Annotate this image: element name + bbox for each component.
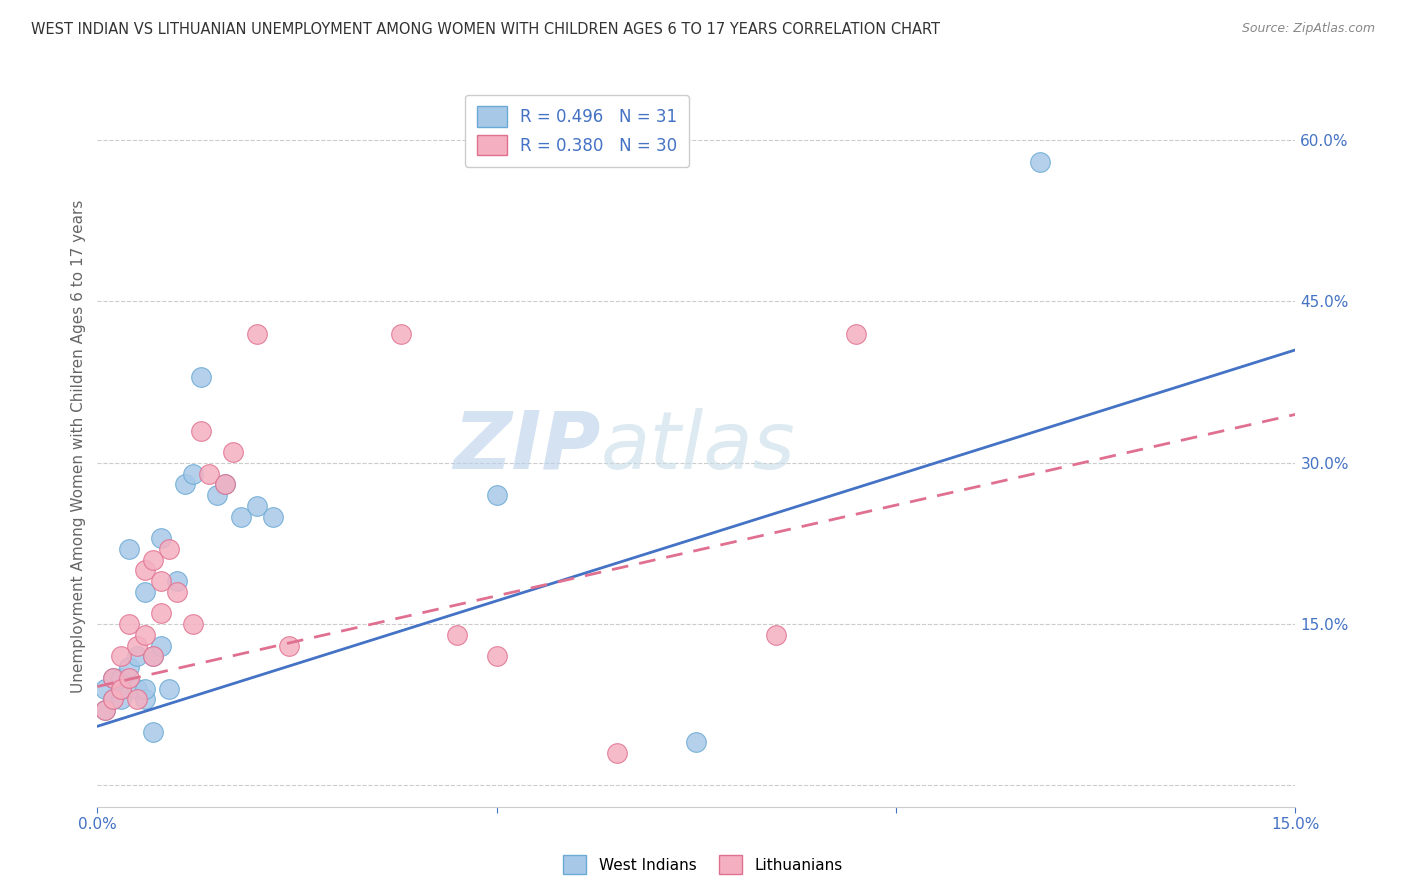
Legend: R = 0.496   N = 31, R = 0.380   N = 30: R = 0.496 N = 31, R = 0.380 N = 30 — [465, 95, 689, 167]
Point — [150, 607, 173, 621]
Point — [1029, 154, 1052, 169]
Point — [157, 541, 180, 556]
Point — [389, 326, 412, 341]
Text: atlas: atlas — [600, 408, 796, 485]
Point — [94, 703, 117, 717]
Point — [118, 671, 141, 685]
Text: Source: ZipAtlas.com: Source: ZipAtlas.com — [1241, 22, 1375, 36]
Point — [150, 531, 173, 545]
Point — [118, 541, 141, 556]
Point — [166, 574, 188, 588]
Point — [606, 746, 628, 760]
Point — [142, 552, 165, 566]
Point — [142, 649, 165, 664]
Point — [110, 692, 132, 706]
Point — [229, 509, 252, 524]
Point — [110, 649, 132, 664]
Point — [103, 671, 125, 685]
Point — [190, 369, 212, 384]
Text: WEST INDIAN VS LITHUANIAN UNEMPLOYMENT AMONG WOMEN WITH CHILDREN AGES 6 TO 17 YE: WEST INDIAN VS LITHUANIAN UNEMPLOYMENT A… — [31, 22, 941, 37]
Point — [134, 585, 156, 599]
Point — [94, 703, 117, 717]
Point — [110, 681, 132, 696]
Point — [198, 467, 221, 481]
Point — [127, 649, 149, 664]
Point — [103, 692, 125, 706]
Point — [110, 671, 132, 685]
Legend: West Indians, Lithuanians: West Indians, Lithuanians — [557, 849, 849, 880]
Point — [134, 563, 156, 577]
Point — [214, 477, 236, 491]
Point — [150, 574, 173, 588]
Point — [150, 639, 173, 653]
Point — [446, 628, 468, 642]
Point — [118, 617, 141, 632]
Point — [166, 585, 188, 599]
Point — [214, 477, 236, 491]
Point — [118, 660, 141, 674]
Point — [222, 445, 245, 459]
Point — [246, 499, 269, 513]
Point — [181, 617, 204, 632]
Point — [174, 477, 197, 491]
Point — [142, 724, 165, 739]
Point — [485, 488, 508, 502]
Point — [127, 639, 149, 653]
Point — [181, 467, 204, 481]
Point — [134, 681, 156, 696]
Text: ZIP: ZIP — [453, 408, 600, 485]
Point — [134, 628, 156, 642]
Point — [685, 735, 707, 749]
Point — [94, 681, 117, 696]
Point — [127, 692, 149, 706]
Y-axis label: Unemployment Among Women with Children Ages 6 to 17 years: Unemployment Among Women with Children A… — [72, 200, 86, 693]
Point — [103, 671, 125, 685]
Point — [205, 488, 228, 502]
Point — [103, 692, 125, 706]
Point — [246, 326, 269, 341]
Point — [278, 639, 301, 653]
Point — [765, 628, 787, 642]
Point — [134, 692, 156, 706]
Point — [157, 681, 180, 696]
Point — [845, 326, 868, 341]
Point — [127, 681, 149, 696]
Point — [110, 681, 132, 696]
Point — [485, 649, 508, 664]
Point — [262, 509, 284, 524]
Point — [190, 424, 212, 438]
Point — [142, 649, 165, 664]
